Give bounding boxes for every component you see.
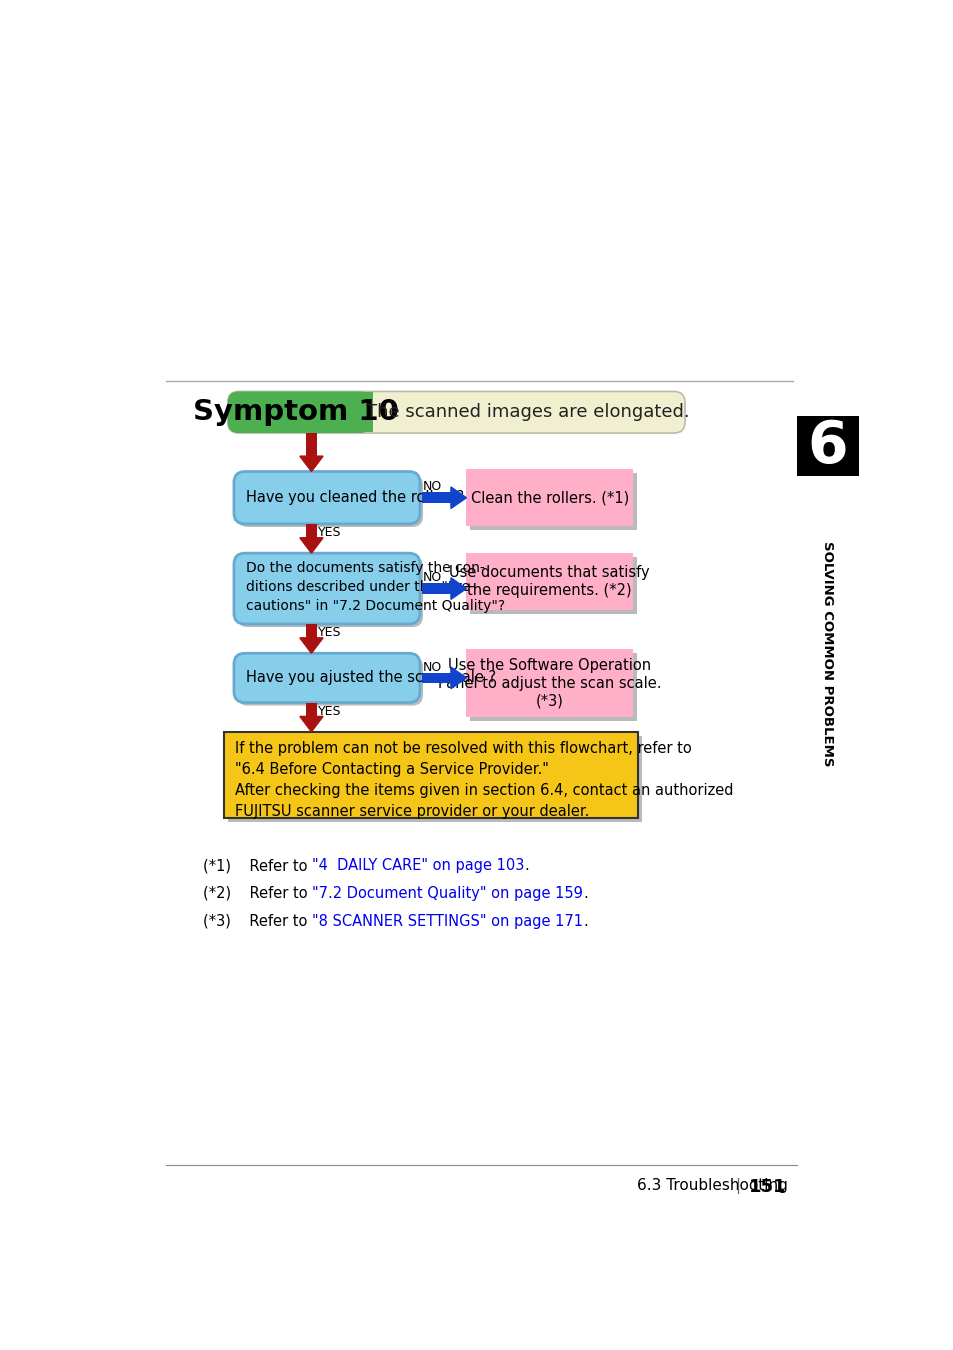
- Text: If the problem can not be resolved with this flowchart, refer to
"6.4 Before Con: If the problem can not be resolved with …: [234, 741, 733, 819]
- Text: 6: 6: [807, 417, 847, 475]
- FancyBboxPatch shape: [236, 475, 422, 526]
- Bar: [422, 583, 451, 594]
- FancyBboxPatch shape: [228, 392, 371, 433]
- Text: Symptom 10: Symptom 10: [193, 398, 398, 427]
- Bar: [305, 702, 317, 717]
- Text: YES: YES: [317, 526, 341, 539]
- Polygon shape: [451, 667, 466, 688]
- Text: .: .: [582, 886, 587, 900]
- Text: |: |: [735, 1179, 740, 1195]
- Text: "7.2 Document Quality" on page 159: "7.2 Document Quality" on page 159: [312, 886, 582, 900]
- Polygon shape: [451, 578, 466, 599]
- Text: Use the Software Operation
Panel to adjust the scan scale.
(*3): Use the Software Operation Panel to adju…: [437, 659, 660, 709]
- Bar: [466, 470, 633, 526]
- Text: (*1)    Refer to: (*1) Refer to: [203, 859, 312, 873]
- Text: Have you cleaned the rollers?: Have you cleaned the rollers?: [245, 490, 463, 505]
- Text: .: .: [582, 914, 587, 929]
- Bar: [305, 524, 317, 537]
- Text: YES: YES: [317, 626, 341, 640]
- Polygon shape: [299, 537, 323, 554]
- Bar: [305, 433, 317, 456]
- FancyBboxPatch shape: [228, 392, 684, 433]
- Text: 6.3 Troubleshooting: 6.3 Troubleshooting: [637, 1179, 787, 1193]
- Polygon shape: [299, 456, 323, 471]
- Text: (*2)    Refer to: (*2) Refer to: [203, 886, 312, 900]
- Text: Do the documents satisfy the con-
ditions described under the "Pre-
cautions" in: Do the documents satisfy the con- dition…: [245, 560, 504, 613]
- FancyBboxPatch shape: [233, 554, 419, 624]
- Text: The scanned images are elongated.: The scanned images are elongated.: [366, 404, 689, 421]
- FancyBboxPatch shape: [236, 656, 422, 706]
- Bar: [228, 736, 641, 822]
- Bar: [305, 624, 317, 637]
- Bar: [470, 558, 637, 614]
- Bar: [466, 649, 633, 717]
- Bar: [224, 732, 638, 818]
- Text: Have you ajusted the scan scale ?: Have you ajusted the scan scale ?: [245, 671, 496, 686]
- Bar: [356, 393, 373, 432]
- Text: "4  DAILY CARE" on page 103: "4 DAILY CARE" on page 103: [312, 859, 524, 873]
- Text: 151: 151: [748, 1179, 785, 1196]
- Text: (*3)    Refer to: (*3) Refer to: [203, 914, 312, 929]
- Text: SOLVING COMMON PROBLEMS: SOLVING COMMON PROBLEMS: [821, 541, 834, 767]
- Bar: [797, 416, 858, 477]
- Text: Clean the rollers. (*1): Clean the rollers. (*1): [470, 490, 628, 505]
- Text: .: .: [524, 859, 529, 873]
- Text: Use documents that satisfy
the requirements. (*2): Use documents that satisfy the requireme…: [449, 566, 649, 598]
- Bar: [422, 672, 451, 683]
- Bar: [466, 554, 633, 610]
- FancyBboxPatch shape: [236, 556, 422, 628]
- Text: "8 SCANNER SETTINGS" on page 171: "8 SCANNER SETTINGS" on page 171: [312, 914, 582, 929]
- Bar: [470, 472, 637, 531]
- Polygon shape: [451, 487, 466, 509]
- Text: NO: NO: [422, 481, 441, 494]
- Bar: [470, 653, 637, 721]
- Polygon shape: [299, 637, 323, 653]
- FancyBboxPatch shape: [233, 471, 419, 524]
- Text: NO: NO: [422, 660, 441, 674]
- FancyBboxPatch shape: [233, 653, 419, 702]
- Text: YES: YES: [317, 705, 341, 718]
- Polygon shape: [299, 717, 323, 732]
- Bar: [422, 493, 451, 504]
- Text: NO: NO: [422, 571, 441, 585]
